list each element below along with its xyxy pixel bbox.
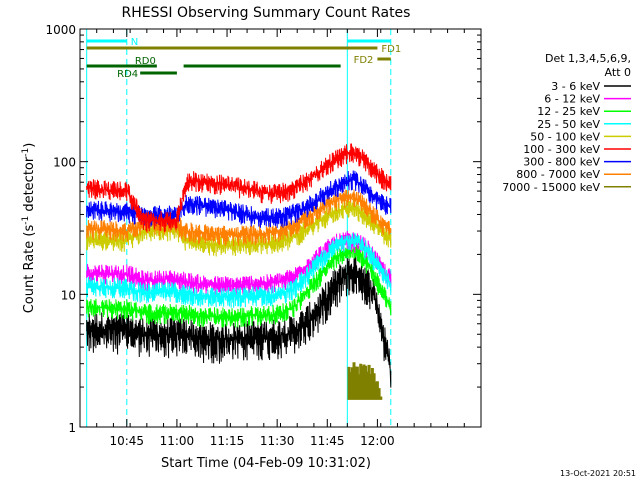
legend-header-line1: Det 1,3,4,5,6,9, (545, 52, 631, 65)
y-tick-label-3: 1000 (45, 23, 76, 37)
y-axis-label: Count Rate (s-1 detector-1) (21, 143, 37, 314)
legend-label-0: 3 - 6 keV (551, 80, 600, 93)
state-label-4: RD0 (135, 56, 156, 67)
y-tick-label-0: 1 (68, 421, 76, 435)
x-tick-label-1: 11:00 (160, 434, 195, 448)
x-tick-label-0: 10:45 (109, 434, 144, 448)
x-tick-label-5: 12:00 (360, 434, 395, 448)
x-axis-label: Start Time (04-Feb-09 10:31:02) (161, 456, 371, 471)
legend-label-1: 6 - 12 keV (544, 93, 600, 106)
series-line-5 (86, 143, 392, 232)
y-tick-label-2: 100 (53, 156, 76, 170)
series-line-2 (86, 240, 392, 328)
state-label-1: FD1 (381, 44, 401, 55)
state-label-3: FD2 (354, 55, 374, 66)
footer-timestamp: 13-Oct-2021 20:51 (560, 469, 636, 478)
legend-label-3: 25 - 50 keV (537, 118, 600, 131)
x-axis: 10:45 11:00 11:15 11:30 11:45 12:00 (79, 29, 482, 448)
series-line-3 (86, 232, 392, 308)
y-label-sup2: -1 (21, 148, 31, 157)
x-tick-label-3: 11:30 (260, 434, 295, 448)
legend-label-2: 12 - 25 keV (537, 105, 600, 118)
legend-label-8: 7000 - 15000 keV (502, 181, 600, 194)
y-label-sup1: -1 (21, 216, 31, 225)
state-label-5: RD4 (117, 69, 138, 80)
series-line-7 (86, 189, 392, 247)
legend-label-7: 800 - 7000 keV (516, 168, 600, 181)
x-tick-label-2: 11:15 (210, 434, 245, 448)
y-tick-label-1: 10 (61, 288, 76, 302)
y-label-end: ) (22, 143, 37, 148)
legend-header-line2: Att 0 (605, 66, 631, 79)
plot-area: N FD1 FD2 RD0 RD4 (86, 29, 401, 427)
legend-label-6: 300 - 800 keV (523, 156, 600, 169)
series-line-0 (86, 255, 392, 388)
legend-label-5: 100 - 300 keV (523, 143, 600, 156)
y-axis: 1 10 100 1000 (45, 23, 481, 435)
series-line-8 (347, 362, 383, 400)
y-label-start: Count Rate (s (22, 225, 37, 314)
y-label-mid: detector (22, 156, 37, 216)
state-label-0: N (131, 37, 138, 48)
x-tick-label-4: 11:45 (310, 434, 345, 448)
chart-title: RHESSI Observing Summary Count Rates (122, 5, 411, 21)
legend-label-4: 50 - 100 keV (530, 130, 600, 143)
